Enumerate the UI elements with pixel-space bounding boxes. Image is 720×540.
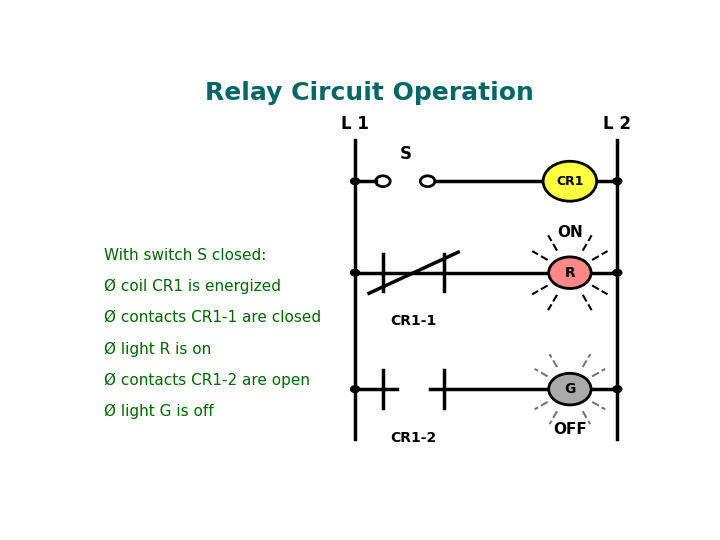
Text: R: R	[564, 266, 575, 280]
Circle shape	[351, 269, 359, 276]
Text: S: S	[400, 145, 411, 163]
Circle shape	[549, 373, 591, 405]
Circle shape	[351, 178, 359, 185]
Text: Ø contacts CR1-2 are open: Ø contacts CR1-2 are open	[104, 373, 310, 388]
Text: Ø light G is off: Ø light G is off	[104, 404, 214, 419]
Circle shape	[351, 386, 359, 393]
Text: CR1: CR1	[556, 175, 584, 188]
Text: Ø contacts CR1-1 are closed: Ø contacts CR1-1 are closed	[104, 310, 321, 325]
Text: Relay Circuit Operation: Relay Circuit Operation	[204, 82, 534, 105]
Text: L 2: L 2	[603, 116, 631, 133]
Text: G: G	[564, 382, 575, 396]
Circle shape	[543, 161, 597, 201]
Text: OFF: OFF	[553, 422, 587, 436]
Circle shape	[613, 386, 622, 393]
Text: ON: ON	[557, 225, 582, 240]
Circle shape	[613, 178, 622, 185]
Text: L 1: L 1	[341, 116, 369, 133]
Circle shape	[613, 269, 622, 276]
Text: CR1-2: CR1-2	[390, 431, 437, 445]
Circle shape	[549, 257, 591, 288]
Text: Ø coil CR1 is energized: Ø coil CR1 is energized	[104, 279, 281, 294]
Text: With switch S closed:: With switch S closed:	[104, 248, 266, 263]
Text: CR1-1: CR1-1	[390, 314, 437, 328]
Text: Ø light R is on: Ø light R is on	[104, 341, 211, 356]
